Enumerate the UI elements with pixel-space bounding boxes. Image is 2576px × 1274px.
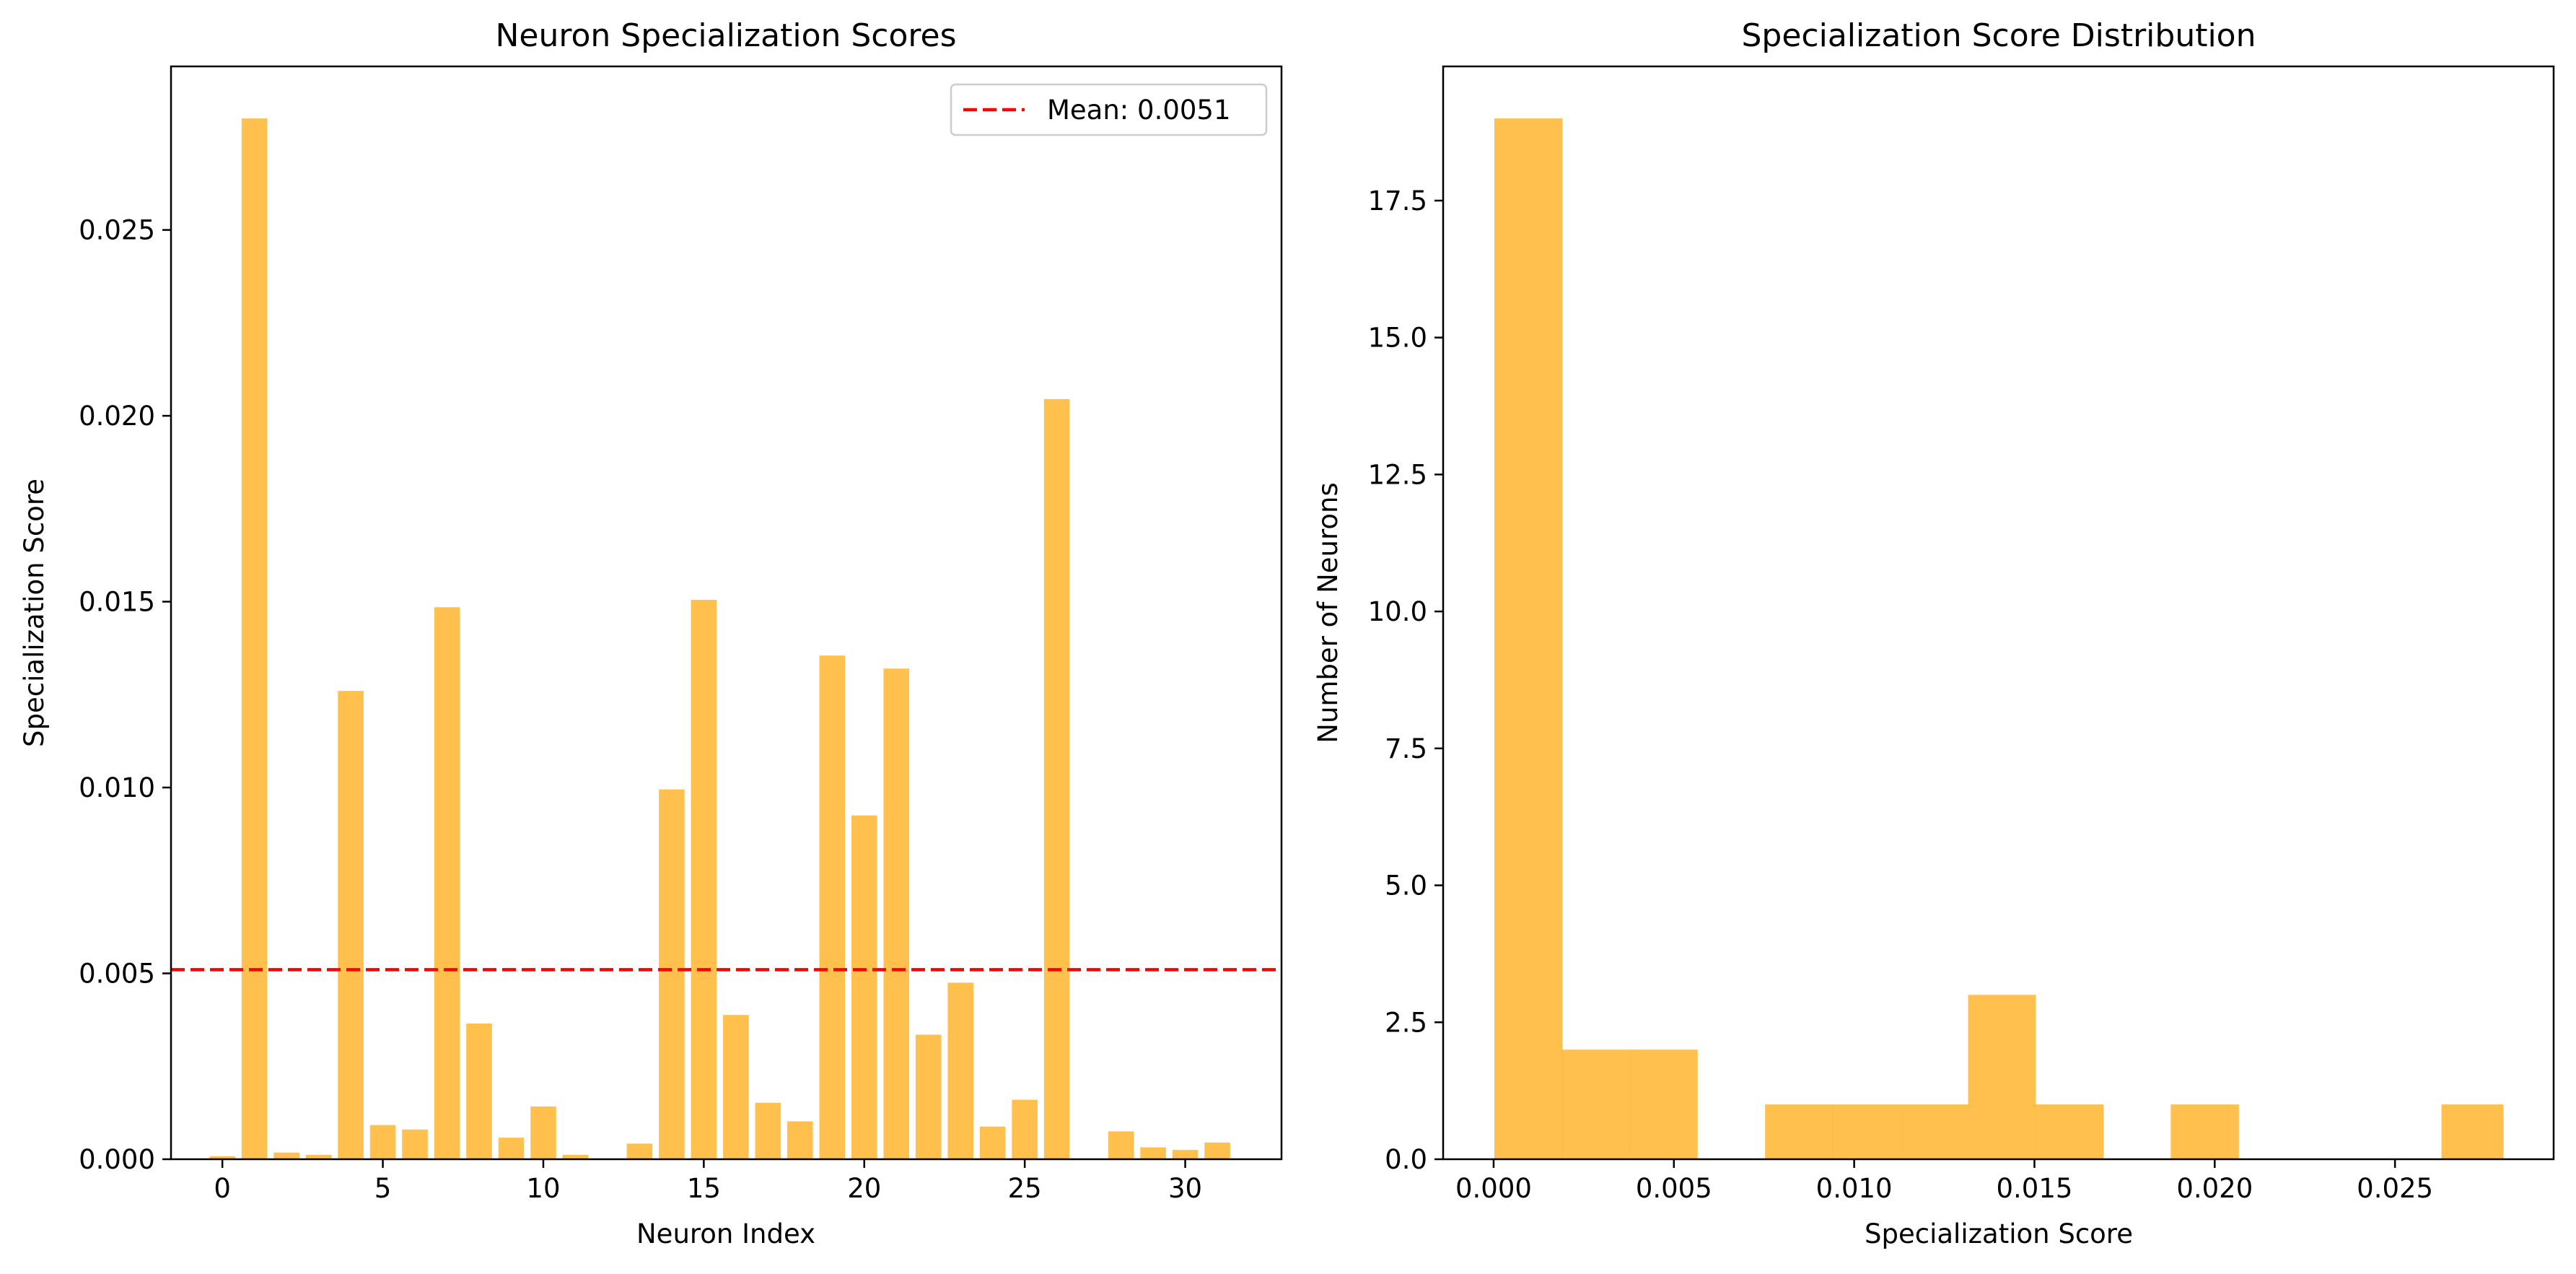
y-tick-label: 0.010 xyxy=(79,772,155,803)
bar-neuron-17 xyxy=(755,1102,781,1159)
x-tick-label: 0.010 xyxy=(1816,1173,1893,1204)
x-tick-label: 0.025 xyxy=(2357,1173,2433,1204)
bar-neuron-19 xyxy=(819,655,846,1159)
bar-neuron-16 xyxy=(723,1015,749,1159)
bars-group xyxy=(209,118,1230,1160)
y-tick-label: 0.020 xyxy=(79,401,155,432)
x-tick-label: 0.005 xyxy=(1636,1173,1712,1204)
bar-neuron-8 xyxy=(466,1024,492,1159)
y-tick-label: 0.025 xyxy=(79,215,155,246)
legend-label-mean: Mean: 0.0051 xyxy=(1047,95,1231,126)
plot-frame xyxy=(1442,65,2555,1161)
x-axis-ticks: 0 5 10 15 20 25 30 xyxy=(214,1159,1202,1204)
bar-neuron-3 xyxy=(305,1154,332,1159)
y-tick-label: 17.5 xyxy=(1368,186,1427,217)
legend: Mean: 0.0051 xyxy=(950,83,1268,136)
y-tick-label: 0.015 xyxy=(79,587,155,618)
y-tick-label: 0.0 xyxy=(1385,1144,1427,1175)
chart-title: Neuron Specialization Scores xyxy=(495,17,956,54)
y-tick-label: 10.0 xyxy=(1368,596,1427,627)
x-tick-label: 15 xyxy=(687,1173,721,1204)
histogram-bin-4 xyxy=(1765,1104,1834,1159)
bar-chart-panel: Neuron Specialization Scores 0 5 10 15 20 25 3… xyxy=(19,17,1283,1249)
bar-neuron-0 xyxy=(209,1156,235,1159)
histogram-bin-0 xyxy=(1494,118,1563,1160)
bar-neuron-20 xyxy=(851,815,877,1159)
x-tick-label: 0.015 xyxy=(1996,1173,2072,1204)
bar-neuron-9 xyxy=(498,1138,525,1159)
chart-title: Specialization Score Distribution xyxy=(1741,17,2256,54)
bar-neuron-15 xyxy=(691,599,717,1159)
x-tick-label: 25 xyxy=(1008,1173,1042,1204)
histogram-panel: Specialization Score Distribution 0.000 0… xyxy=(1313,17,2555,1249)
x-axis-label: Neuron Index xyxy=(636,1218,815,1249)
histogram-bin-2 xyxy=(1629,1050,1698,1159)
y-axis-label: Specialization Score xyxy=(19,479,50,747)
bar-neuron-31 xyxy=(1204,1142,1230,1159)
bar-neuron-29 xyxy=(1140,1147,1166,1159)
x-axis-label: Specialization Score xyxy=(1865,1218,2133,1249)
bar-neuron-4 xyxy=(338,691,364,1159)
bar-neuron-1 xyxy=(241,118,268,1160)
histogram-bin-8 xyxy=(2035,1104,2104,1159)
bar-neuron-13 xyxy=(626,1143,653,1159)
histogram-bin-14 xyxy=(2441,1104,2504,1159)
bar-neuron-21 xyxy=(883,668,910,1159)
bar-neuron-18 xyxy=(787,1121,813,1159)
histogram-bin-6 xyxy=(1900,1104,1969,1159)
legend-box xyxy=(950,83,1268,136)
y-tick-label: 0.005 xyxy=(79,959,155,990)
histogram-bin-10 xyxy=(2170,1104,2239,1159)
bar-neuron-10 xyxy=(530,1106,556,1159)
histogram-bin-1 xyxy=(1561,1050,1630,1159)
bar-neuron-23 xyxy=(947,982,973,1159)
y-tick-label: 15.0 xyxy=(1368,323,1427,354)
bar-neuron-2 xyxy=(273,1152,299,1159)
bar-neuron-6 xyxy=(402,1129,428,1159)
y-axis-ticks: 0.000 0.005 0.010 0.015 0.020 0.025 xyxy=(79,215,171,1175)
bar-neuron-14 xyxy=(659,789,685,1159)
histogram-bin-7 xyxy=(1968,995,2036,1159)
x-tick-label: 30 xyxy=(1168,1173,1202,1204)
bar-neuron-25 xyxy=(1012,1099,1038,1159)
bar-neuron-5 xyxy=(369,1125,396,1159)
bar-neuron-11 xyxy=(562,1154,589,1159)
bar-neuron-30 xyxy=(1172,1150,1199,1159)
x-tick-label: 0.000 xyxy=(1455,1173,1532,1204)
y-tick-label: 2.5 xyxy=(1385,1007,1427,1038)
bar-neuron-22 xyxy=(915,1034,942,1159)
bar-neuron-7 xyxy=(434,607,460,1159)
y-tick-label: 7.5 xyxy=(1385,733,1427,764)
bar-neuron-28 xyxy=(1108,1131,1134,1159)
y-axis-ticks: 0.0 2.5 5.0 7.5 10.0 12.5 15.0 17.5 xyxy=(1368,186,1443,1175)
x-tick-label: 20 xyxy=(847,1173,881,1204)
bar-neuron-26 xyxy=(1043,398,1070,1159)
y-axis-label: Number of Neurons xyxy=(1313,482,1344,743)
y-tick-label: 0.000 xyxy=(79,1144,155,1175)
y-tick-label: 12.5 xyxy=(1368,459,1427,490)
x-tick-label: 5 xyxy=(374,1173,392,1204)
plot-frame xyxy=(170,65,1283,1161)
x-tick-label: 10 xyxy=(526,1173,560,1204)
x-tick-label: 0.020 xyxy=(2176,1173,2253,1204)
x-tick-label: 0 xyxy=(214,1173,231,1204)
histogram-bars-group xyxy=(1494,118,2504,1160)
bar-neuron-24 xyxy=(979,1126,1006,1159)
histogram-bin-5 xyxy=(1832,1104,1901,1159)
y-tick-label: 5.0 xyxy=(1385,871,1427,902)
x-axis-ticks: 0.000 0.005 0.010 0.015 0.020 0.025 xyxy=(1455,1159,2433,1204)
